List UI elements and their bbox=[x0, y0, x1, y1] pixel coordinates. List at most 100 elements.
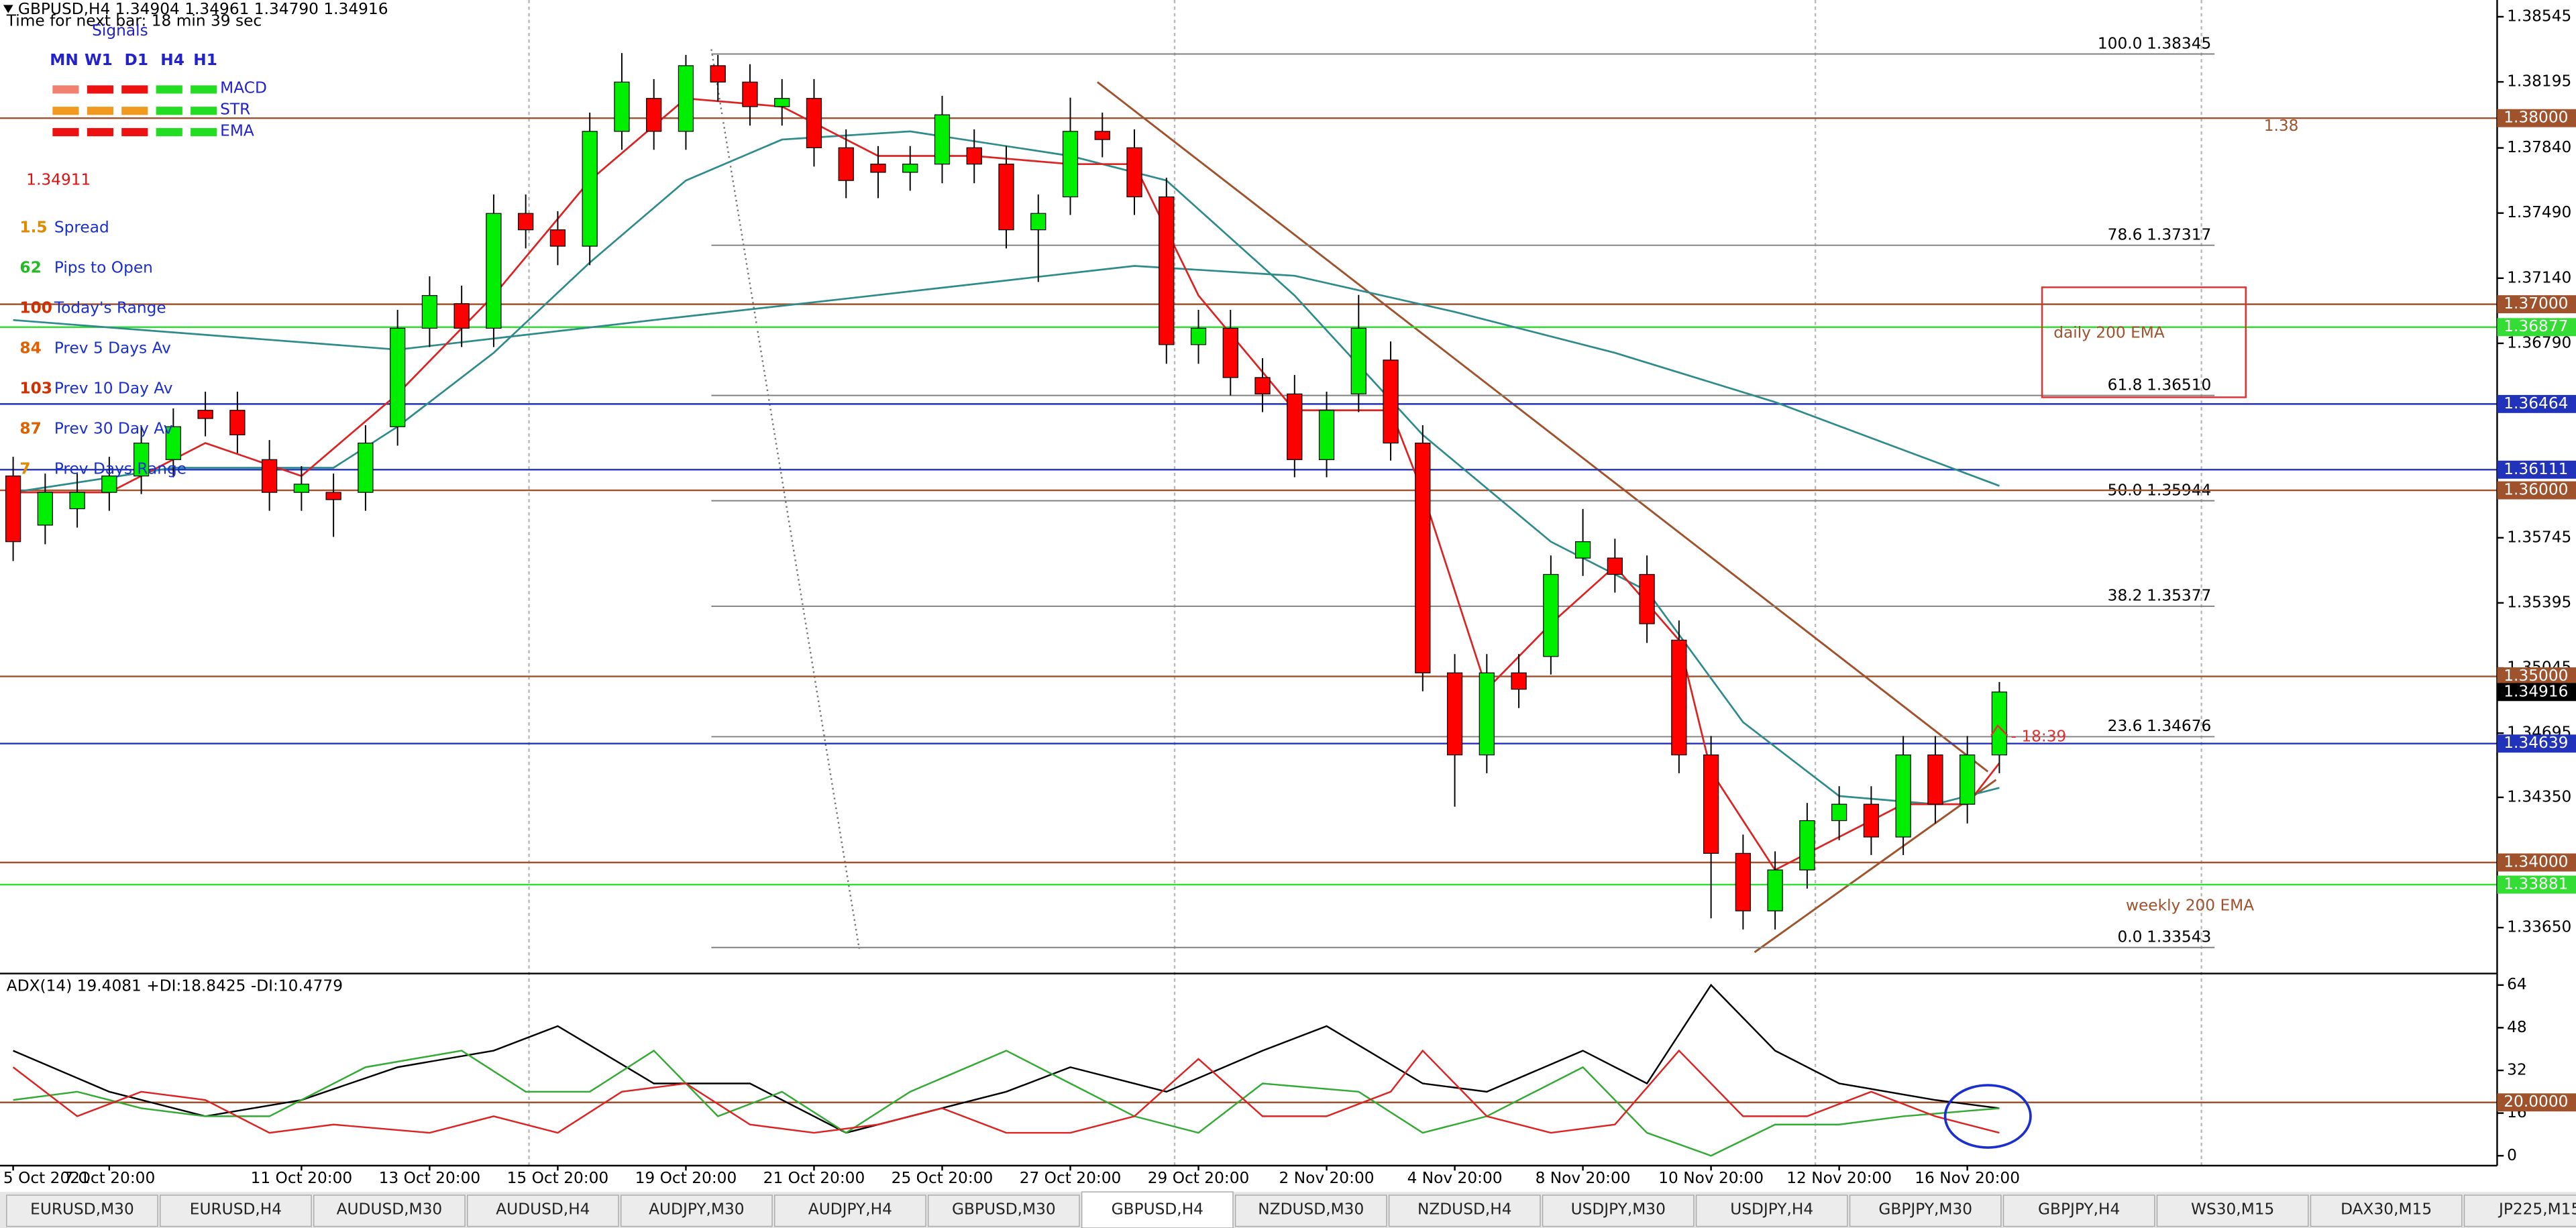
candle-body bbox=[870, 164, 886, 173]
price-level-label: 1.35000 bbox=[2504, 667, 2568, 685]
tab-label[interactable]: JP225,M15 bbox=[2498, 1201, 2576, 1219]
tab[interactable] bbox=[927, 1194, 1080, 1227]
y-tick-label: 0 bbox=[2507, 1146, 2517, 1164]
candle-body bbox=[774, 98, 790, 107]
tab-label[interactable]: NZDUSD,M30 bbox=[1258, 1201, 1364, 1219]
tab[interactable] bbox=[467, 1194, 619, 1227]
tab[interactable] bbox=[773, 1194, 926, 1227]
x-tick-label: 29 Oct 20:00 bbox=[1148, 1169, 1250, 1187]
stat-value: 100 bbox=[19, 299, 52, 317]
fib-price: 1.35377 bbox=[2147, 587, 2211, 605]
y-tick-label: 1.37490 bbox=[2507, 203, 2571, 221]
y-tick-label: 1.37140 bbox=[2507, 268, 2571, 286]
tab[interactable] bbox=[1388, 1194, 1541, 1227]
tab-label[interactable]: EURUSD,M30 bbox=[30, 1201, 134, 1219]
fib-price: 1.36510 bbox=[2147, 376, 2211, 394]
tab[interactable] bbox=[1234, 1194, 1387, 1227]
signal bbox=[121, 85, 148, 94]
signal bbox=[156, 107, 182, 115]
candle-body bbox=[390, 327, 406, 427]
y-tick-label: 1.38195 bbox=[2507, 72, 2571, 91]
fib-ratio: 100.0 bbox=[2098, 34, 2143, 52]
tab[interactable] bbox=[2463, 1194, 2576, 1227]
price-level-label: 1.33881 bbox=[2504, 875, 2568, 893]
timeframe: W1 bbox=[85, 51, 113, 69]
tab-label[interactable]: EURUSD,H4 bbox=[190, 1201, 282, 1219]
tab-label[interactable]: GBPUSD,M30 bbox=[952, 1201, 1056, 1219]
candle-body bbox=[1735, 852, 1751, 911]
candle-body bbox=[966, 147, 982, 165]
signal bbox=[191, 127, 217, 137]
fib-ratio: 23.6 bbox=[2108, 717, 2143, 735]
candle-body bbox=[742, 81, 758, 107]
signal bbox=[121, 127, 148, 137]
price-level-tag bbox=[2497, 109, 2576, 127]
candle-body bbox=[1863, 803, 1880, 838]
tab-label[interactable]: USDJPY,M30 bbox=[1571, 1201, 1666, 1219]
y-tick-label: 1.37840 bbox=[2507, 138, 2571, 156]
candle-body bbox=[518, 213, 534, 231]
candle-body bbox=[1350, 327, 1366, 394]
x-tick-label: 25 Oct 20:00 bbox=[892, 1169, 994, 1187]
x-tick-label: 15 Oct 20:00 bbox=[507, 1169, 609, 1187]
tab-label[interactable]: WS30,M15 bbox=[2191, 1201, 2274, 1219]
annotation: - 18:39 bbox=[2011, 728, 2067, 746]
moving-average bbox=[13, 97, 2000, 871]
stat-value: 62 bbox=[19, 259, 41, 277]
stat-value: 103 bbox=[19, 380, 52, 398]
up-trendline bbox=[1754, 779, 1997, 953]
price-level-label: 1.38000 bbox=[2504, 109, 2568, 127]
candle-body bbox=[1159, 196, 1175, 345]
candle-body bbox=[1831, 803, 1847, 822]
signals-title: Signals bbox=[92, 21, 148, 40]
adx-title: ADX(14) 19.4081 +DI:18.8425 -DI:10.4779 bbox=[7, 977, 343, 995]
candle-body bbox=[806, 98, 822, 148]
candle-body bbox=[133, 443, 150, 477]
tab[interactable] bbox=[1849, 1194, 2002, 1227]
candle-body bbox=[1126, 147, 1142, 198]
signal bbox=[87, 127, 113, 137]
tab-label[interactable]: GBPUSD,H4 bbox=[1112, 1201, 1203, 1219]
tab-label[interactable]: GBPJPY,M30 bbox=[1878, 1201, 1972, 1219]
tab[interactable] bbox=[2310, 1194, 2463, 1227]
highlight-circle bbox=[1943, 1084, 2032, 1149]
tab[interactable] bbox=[620, 1194, 773, 1227]
tab[interactable] bbox=[2002, 1194, 2155, 1227]
tab-label[interactable]: USDJPY,H4 bbox=[1730, 1201, 1813, 1219]
tab-label[interactable]: DAX30,M15 bbox=[2341, 1201, 2432, 1219]
tab-label[interactable]: NZDUSD,H4 bbox=[1417, 1201, 1512, 1219]
candle-body bbox=[934, 114, 951, 165]
candle-body bbox=[197, 410, 213, 419]
y-tick-label: 1.33650 bbox=[2507, 918, 2571, 936]
price-level-tag bbox=[2497, 875, 2576, 894]
tab[interactable] bbox=[1081, 1191, 1234, 1228]
tab[interactable] bbox=[6, 1194, 158, 1227]
tab[interactable] bbox=[160, 1194, 312, 1227]
tab[interactable] bbox=[313, 1194, 466, 1227]
signal bbox=[87, 85, 113, 94]
signal bbox=[52, 107, 79, 115]
price-level-tag bbox=[2497, 295, 2576, 314]
adx-line bbox=[13, 1050, 2000, 1157]
tab-bar: EURUSD,M30 EURUSD,H4 AUDUSD,M30 AUDUSD,H4 AU… bbox=[0, 1191, 2576, 1228]
down-trendline bbox=[1097, 81, 1989, 773]
adx-level-label: 20.0000 bbox=[2504, 1093, 2568, 1111]
tab-label[interactable]: AUDUSD,H4 bbox=[496, 1201, 590, 1219]
candle-body bbox=[1991, 691, 2008, 756]
tab[interactable] bbox=[1542, 1194, 1695, 1227]
tab-label[interactable]: GBPJPY,H4 bbox=[2038, 1201, 2120, 1219]
price-level-tag bbox=[2497, 460, 2576, 479]
collapse-icon[interactable] bbox=[3, 5, 13, 13]
tab-label[interactable]: AUDUSD,M30 bbox=[337, 1201, 443, 1219]
signal-grid bbox=[52, 85, 217, 137]
tab-label[interactable]: AUDJPY,H4 bbox=[808, 1201, 892, 1219]
candle-body bbox=[1960, 755, 1976, 805]
tab[interactable] bbox=[1695, 1194, 1848, 1227]
tab[interactable] bbox=[2156, 1194, 2309, 1227]
tab-label[interactable]: AUDJPY,M30 bbox=[649, 1201, 744, 1219]
indicator-name: EMA bbox=[220, 121, 254, 139]
x-tick-label: 13 Oct 20:00 bbox=[379, 1169, 481, 1187]
x-tick-label: 27 Oct 20:00 bbox=[1020, 1169, 1122, 1187]
candle-body bbox=[902, 164, 918, 173]
